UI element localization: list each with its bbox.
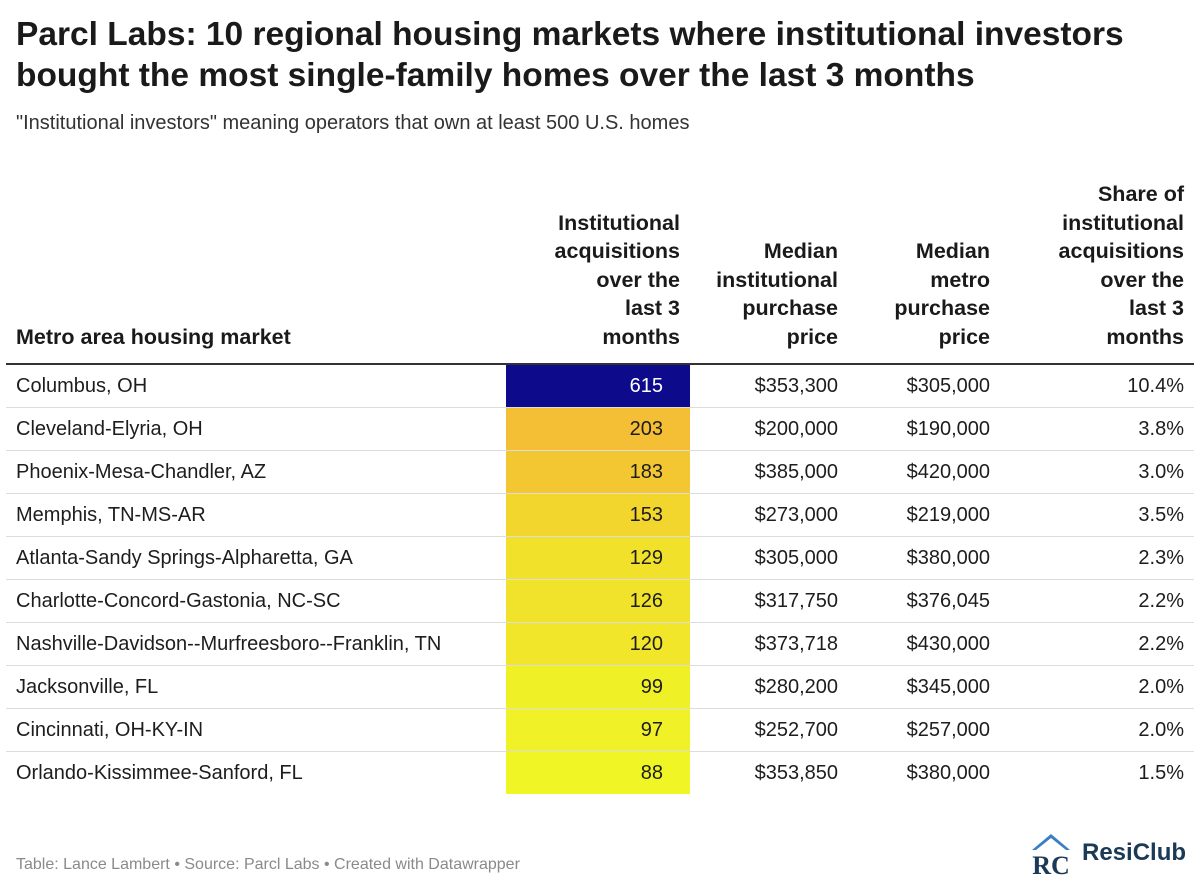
column-header-line: institutional: [716, 267, 838, 292]
column-header-line: purchase: [742, 296, 838, 320]
acquisitions-cell: 99: [506, 665, 690, 709]
column-header: Share of institutional acquisitions over th…: [1000, 180, 1194, 365]
share-cell: 3.0%: [1000, 450, 1194, 494]
column-header-line: institutional: [1062, 210, 1184, 235]
logo-text: ResiClub: [1082, 839, 1187, 866]
metro-name-cell: Charlotte-Concord-Gastonia, NC-SC: [6, 579, 506, 623]
share-cell: 2.0%: [1000, 665, 1194, 709]
metro-price-cell: $430,000: [848, 622, 1000, 666]
column-header-line: price: [786, 324, 838, 349]
metro-price-cell: $219,000: [848, 493, 1000, 537]
institutional-price-cell: $305,000: [690, 536, 848, 580]
metro-name-cell: Columbus, OH: [6, 364, 506, 408]
table-row: Cleveland-Elyria, OH 203 $200,000 $190,000 3…: [6, 407, 1194, 451]
acquisitions-cell: 97: [506, 708, 690, 752]
metro-price-cell: $257,000: [848, 708, 1000, 752]
acquisitions-cell: 615: [506, 364, 690, 408]
column-header-line: acquisitions: [554, 239, 680, 263]
share-cell: 10.4%: [1000, 364, 1194, 408]
table-row: Jacksonville, FL 99 $280,200 $345,000 2.0%: [6, 665, 1194, 709]
table-body: Columbus, OH 615 $353,300 $305,000 10.4% Clev…: [6, 364, 1194, 794]
institutional-price-cell: $373,718: [690, 622, 848, 666]
column-header-line: Share of: [1097, 182, 1184, 206]
metro-price-cell: $345,000: [848, 665, 1000, 709]
column-header: Metro area housing market: [6, 180, 506, 365]
svg-text:RC: RC: [1032, 851, 1070, 878]
share-cell: 2.2%: [1000, 622, 1194, 666]
table-row: Charlotte-Concord-Gastonia, NC-SC 126 $317…: [6, 579, 1194, 623]
metro-name-cell: Nashville-Davidson--Murfreesboro--Frankl…: [6, 622, 506, 666]
header-row: Metro area housing market Institutional ac…: [6, 180, 1194, 365]
metro-name-cell: Memphis, TN-MS-AR: [6, 493, 506, 537]
institutional-price-cell: $385,000: [690, 450, 848, 494]
resiclub-logo-icon: RC: [1032, 834, 1070, 878]
table-row: Atlanta-Sandy Springs-Alpharetta, GA 129 $…: [6, 536, 1194, 580]
column-header-line: metro: [930, 267, 990, 292]
metro-name-cell: Atlanta-Sandy Springs-Alpharetta, GA: [6, 536, 506, 580]
page-title: Parcl Labs: 10 regional housing markets …: [16, 16, 1124, 94]
institutional-price-cell: $353,850: [754, 761, 838, 784]
metro-price-cell: $420,000: [848, 450, 1000, 494]
subtitle: "Institutional investors" meaning operat…: [16, 112, 690, 134]
institutional-price-cell: $280,200: [690, 665, 848, 709]
footer-credits: Table: Lance Lambert • Source: Parcl Lab…: [16, 856, 520, 873]
share-cell: 2.3%: [1000, 536, 1194, 580]
share-cell: 2.2%: [1000, 579, 1194, 623]
metro-price-cell: $305,000: [848, 364, 1000, 408]
share-cell: 3.5%: [1000, 493, 1194, 537]
metro-name-cell: Cincinnati, OH-KY-IN: [6, 708, 506, 752]
institutional-price-cell: $317,750: [690, 579, 848, 623]
column-header-line: Metro area housing market: [16, 324, 291, 349]
column-header-line: price: [938, 324, 990, 349]
column-header: Institutional acquisitions over the last 3 m…: [506, 180, 690, 365]
resiclub-logo[interactable]: RC ResiClub: [1028, 828, 1186, 878]
table-row: Cincinnati, OH-KY-IN 97 $252,700 $257,000 2.…: [6, 708, 1194, 752]
column-header-line: over the: [596, 267, 680, 292]
acquisitions-cell: 183: [506, 450, 690, 494]
acquisitions-cell: 88: [506, 751, 690, 794]
column-header-line: Median: [763, 239, 838, 263]
column-header: Median institutional purchase price: [690, 180, 848, 365]
acquisitions-cell: 203: [506, 407, 690, 451]
column-header-line: purchase: [894, 296, 990, 320]
acquisitions-cell: 126: [506, 579, 690, 623]
column-header-line: Institutional: [558, 210, 680, 235]
institutional-price-cell: $200,000: [690, 407, 848, 451]
metro-name-cell: Phoenix-Mesa-Chandler, AZ: [6, 450, 506, 494]
acquisitions-cell: 129: [506, 536, 690, 580]
column-header-line: months: [1106, 324, 1184, 349]
table-row: Nashville-Davidson--Murfreesboro--Frankl…: [6, 622, 1194, 666]
share-cell: 3.8%: [1000, 407, 1194, 451]
column-header-line: acquisitions: [1058, 239, 1184, 263]
metro-price-cell: $380,000: [848, 536, 1000, 580]
metro-name-cell: Jacksonville, FL: [6, 665, 506, 709]
data-table: Metro area housing market Institutional ac…: [6, 180, 1194, 794]
table-row: Orlando-Kissimmee-Sanford, FL 88 $353,850 $…: [6, 751, 1194, 794]
column-header-line: last 3: [1129, 296, 1184, 320]
metro-price-cell: $190,000: [848, 407, 1000, 451]
column-header-line: Median: [915, 239, 990, 263]
acquisitions-cell: 153: [506, 493, 690, 537]
share-cell: 1.5%: [1138, 761, 1184, 784]
metro-price-cell: $380,000: [906, 761, 990, 784]
institutional-price-cell: $273,000: [690, 493, 848, 537]
metro-price-cell: $376,045: [848, 579, 1000, 623]
institutional-price-cell: $252,700: [690, 708, 848, 752]
share-cell: 2.0%: [1000, 708, 1194, 752]
column-header: Median metro purchase price: [848, 180, 1000, 365]
metro-name-cell: Orlando-Kissimmee-Sanford, FL: [16, 761, 303, 784]
table-row: Memphis, TN-MS-AR 153 $273,000 $219,000 3.5%: [6, 493, 1194, 537]
institutional-price-cell: $353,300: [690, 364, 848, 408]
metro-name-cell: Cleveland-Elyria, OH: [6, 407, 506, 451]
table-header: Metro area housing market Institutional ac…: [6, 180, 1194, 365]
column-header-line: months: [602, 324, 680, 349]
table-row: Columbus, OH 615 $353,300 $305,000 10.4%: [6, 364, 1194, 408]
table-row: Phoenix-Mesa-Chandler, AZ 183 $385,000 $420…: [6, 450, 1194, 494]
column-header-line: last 3: [625, 296, 680, 320]
acquisitions-cell: 120: [506, 622, 690, 666]
column-header-line: over the: [1100, 267, 1184, 292]
